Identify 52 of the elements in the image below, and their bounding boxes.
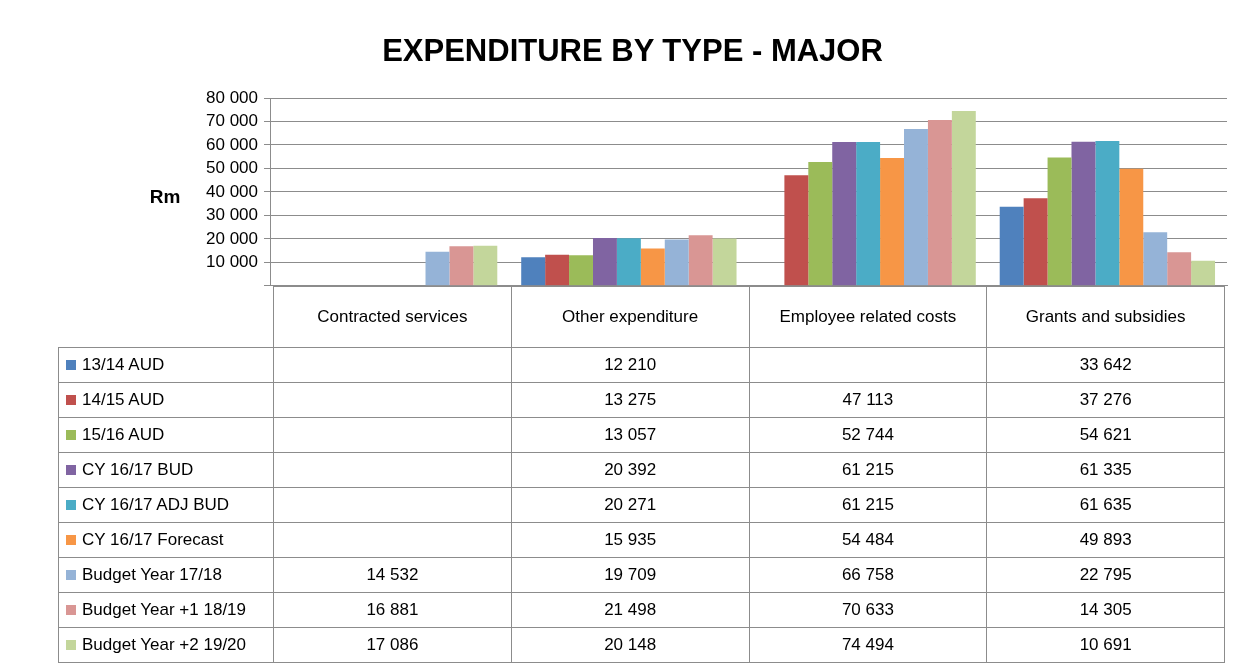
data-label: 14 305: [986, 592, 1225, 628]
y-tick-label: 50 000: [206, 158, 258, 178]
data-label: 61 335: [986, 452, 1225, 488]
y-tick-label: 20 000: [206, 228, 258, 248]
data-label: 17 086: [273, 627, 512, 663]
legend-label: CY 16/17 ADJ BUD: [58, 487, 274, 523]
y-axis-title: Rm: [149, 186, 181, 208]
data-label: 12 210: [511, 347, 749, 383]
legend-label: CY 16/17 Forecast: [58, 522, 274, 558]
data-label: 20 148: [511, 627, 749, 663]
y-tick-label: 80 000: [206, 87, 258, 107]
data-label: 15 935: [511, 522, 749, 558]
data-label: 21 498: [511, 592, 749, 628]
data-label: 49 893: [986, 522, 1225, 558]
x-tick-label: Contracted services: [273, 286, 512, 348]
data-label: 54 621: [986, 417, 1225, 453]
legend-label: 13/14 AUD: [58, 347, 274, 383]
data-label: 16 881: [273, 592, 512, 628]
y-tick-label: 30 000: [206, 205, 258, 225]
data-label: 14 532: [273, 557, 512, 593]
legend-label: Budget Year +2 19/20: [58, 627, 274, 663]
y-tick-label: 10 000: [206, 252, 258, 272]
data-label: 54 484: [749, 522, 987, 558]
x-tick-label: Employee related costs: [749, 286, 987, 348]
data-label: 13 275: [511, 382, 749, 418]
legend-label: 15/16 AUD: [58, 417, 274, 453]
legend-label: 14/15 AUD: [58, 382, 274, 418]
data-label: 66 758: [749, 557, 987, 593]
legend-label: Budget Year +1 18/19: [58, 592, 274, 628]
data-label: 61 215: [749, 487, 987, 523]
y-tick-label: 40 000: [206, 181, 258, 201]
legend-label: Budget Year 17/18: [58, 557, 274, 593]
data-label: 61 635: [986, 487, 1225, 523]
data-label: 22 795: [986, 557, 1225, 593]
data-label: 37 276: [986, 382, 1225, 418]
chart-title: EXPENDITURE BY TYPE - MAJOR: [382, 32, 883, 68]
data-label: 13 057: [511, 417, 749, 453]
data-label: 47 113: [749, 382, 987, 418]
data-label: 20 392: [511, 452, 749, 488]
y-tick-label: 70 000: [206, 111, 258, 131]
data-label: 19 709: [511, 557, 749, 593]
data-label: 70 633: [749, 592, 987, 628]
x-tick-label: Other expenditure: [511, 286, 749, 348]
data-label: 74 494: [749, 627, 987, 663]
data-label: 33 642: [986, 347, 1225, 383]
legend-label: CY 16/17 BUD: [58, 452, 274, 488]
data-label: 61 215: [749, 452, 987, 488]
x-tick-label: Grants and subsidies: [986, 286, 1225, 348]
data-label: 52 744: [749, 417, 987, 453]
data-label: 10 691: [986, 627, 1225, 663]
data-label: 20 271: [511, 487, 749, 523]
y-tick-label: 60 000: [206, 134, 258, 154]
